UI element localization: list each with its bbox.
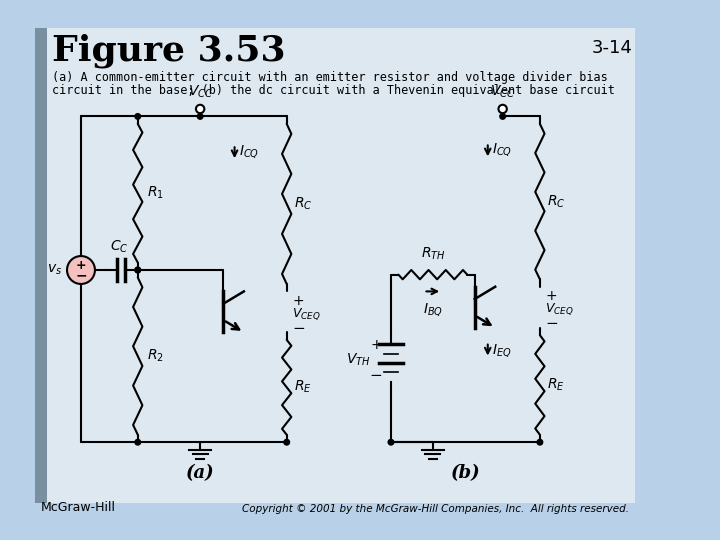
Text: −: − <box>546 316 558 332</box>
Text: (a) A common-emitter circuit with an emitter resistor and voltage divider bias: (a) A common-emitter circuit with an emi… <box>52 71 608 84</box>
Circle shape <box>284 440 289 445</box>
Text: +: + <box>76 259 86 272</box>
Text: +: + <box>370 339 382 353</box>
Text: $R_C$: $R_C$ <box>547 193 566 210</box>
Text: $R_{TH}$: $R_{TH}$ <box>420 245 445 261</box>
Text: circuit in the base; (b) the dc circuit with a Thevenin equivalent base circuit: circuit in the base; (b) the dc circuit … <box>52 84 615 97</box>
Text: $v_s$: $v_s$ <box>48 263 63 277</box>
Text: −: − <box>369 368 382 383</box>
Text: +: + <box>546 289 557 303</box>
Text: (b): (b) <box>451 464 480 482</box>
Text: $V_{CEQ}$: $V_{CEQ}$ <box>546 301 574 317</box>
Text: $V_{CEQ}$: $V_{CEQ}$ <box>292 306 321 322</box>
Text: $R_E$: $R_E$ <box>294 379 312 395</box>
Text: $R_E$: $R_E$ <box>547 377 565 393</box>
Circle shape <box>537 440 543 445</box>
Text: $C_C$: $C_C$ <box>110 239 128 255</box>
Circle shape <box>500 113 505 119</box>
Text: $R_2$: $R_2$ <box>147 348 164 364</box>
Text: $V_{CC}$: $V_{CC}$ <box>188 83 212 100</box>
Circle shape <box>135 440 140 445</box>
Text: Figure 3.53: Figure 3.53 <box>52 33 286 68</box>
Text: (a): (a) <box>186 464 215 482</box>
Circle shape <box>135 267 140 273</box>
Text: $I_{CQ}$: $I_{CQ}$ <box>239 143 259 160</box>
Text: $V_{CC}$: $V_{CC}$ <box>490 83 516 100</box>
Text: $R_C$: $R_C$ <box>294 195 312 212</box>
Text: $I_{EQ}$: $I_{EQ}$ <box>492 342 512 359</box>
Text: $I_{BQ}$: $I_{BQ}$ <box>423 301 443 318</box>
Text: $R_1$: $R_1$ <box>147 185 164 201</box>
Circle shape <box>67 256 95 284</box>
Text: −: − <box>75 268 87 282</box>
Circle shape <box>388 440 394 445</box>
Text: +: + <box>292 294 304 308</box>
Text: $V_{TH}$: $V_{TH}$ <box>346 352 371 368</box>
Circle shape <box>498 105 507 113</box>
Circle shape <box>197 113 203 119</box>
Text: $I_{CQ}$: $I_{CQ}$ <box>492 141 513 158</box>
Text: 3-14: 3-14 <box>592 39 633 57</box>
Text: −: − <box>292 321 305 336</box>
Text: Copyright © 2001 by the McGraw-Hill Companies, Inc.  All rights reserved.: Copyright © 2001 by the McGraw-Hill Comp… <box>242 504 629 514</box>
Text: McGraw-Hill: McGraw-Hill <box>41 501 116 514</box>
Circle shape <box>135 267 140 273</box>
Circle shape <box>135 113 140 119</box>
Bar <box>35 28 48 503</box>
Circle shape <box>196 105 204 113</box>
Bar <box>35 28 635 503</box>
